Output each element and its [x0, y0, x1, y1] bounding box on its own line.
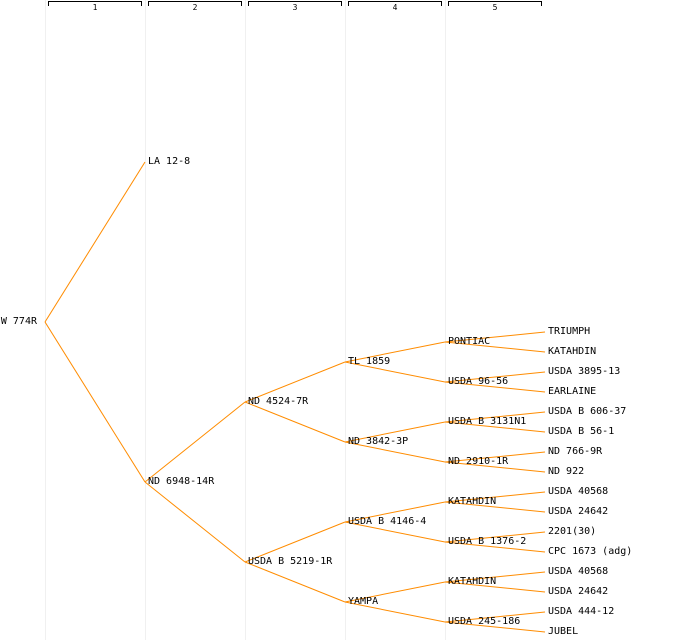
pedigree-edge: [444, 581, 546, 593]
generation-bracket: [248, 1, 342, 6]
generation-number: 3: [292, 3, 298, 12]
pedigree-node[interactable]: YAMPA: [348, 596, 379, 607]
pedigree-edge: [444, 531, 546, 543]
generation-line-2: [145, 0, 146, 640]
generation-number: 2: [192, 3, 198, 12]
pedigree-node[interactable]: ND 766-9R: [548, 446, 603, 457]
pedigree-node[interactable]: TRIUMPH: [548, 326, 591, 337]
pedigree-edge: [444, 491, 546, 503]
pedigree-node[interactable]: USDA 3895-13: [548, 366, 621, 377]
pedigree-node[interactable]: USDA B 1376-2: [448, 536, 527, 547]
pedigree-node[interactable]: USDA B 606-37: [548, 406, 627, 417]
pedigree-node[interactable]: EARLAINE: [548, 386, 597, 397]
generation-line-4: [345, 0, 346, 640]
generation-bracket: [48, 1, 142, 6]
pedigree-node[interactable]: KATAHDIN: [448, 496, 497, 507]
pedigree-node[interactable]: KATAHDIN: [448, 576, 497, 587]
pedigree-edge: [444, 501, 546, 513]
pedigree-edge: [144, 481, 246, 563]
pedigree-node[interactable]: USDA B 4146-4: [348, 516, 427, 527]
pedigree-node[interactable]: ND 922: [548, 466, 585, 477]
pedigree-root-node[interactable]: W 774R: [0, 316, 37, 327]
pedigree-node[interactable]: USDA 40568: [548, 566, 609, 577]
pedigree-edge: [444, 341, 546, 353]
pedigree-node[interactable]: LA 12-8: [148, 156, 191, 167]
pedigree-edge: [344, 361, 446, 383]
pedigree-edge: [344, 501, 446, 523]
pedigree-node[interactable]: ND 6948-14R: [148, 476, 215, 487]
pedigree-edge: [444, 381, 546, 393]
pedigree-edge: [44, 161, 146, 323]
generation-number: 4: [392, 3, 398, 12]
generation-header-1: 1: [48, 0, 142, 14]
pedigree-node[interactable]: PONTIAC: [448, 336, 491, 347]
pedigree-node[interactable]: TL 1859: [348, 356, 391, 367]
pedigree-edge: [444, 451, 546, 463]
pedigree-edge: [444, 611, 546, 623]
pedigree-edge: [444, 461, 546, 473]
pedigree-edge: [244, 561, 346, 603]
pedigree-node[interactable]: CPC 1673 (adg): [548, 546, 633, 557]
pedigree-node[interactable]: ND 2910-1R: [448, 456, 509, 467]
generation-line-1: [45, 0, 46, 640]
pedigree-edge: [344, 441, 446, 463]
pedigree-node[interactable]: JUBEL: [548, 626, 579, 637]
generation-header-2: 2: [148, 0, 242, 14]
generation-number: 1: [92, 3, 98, 12]
generation-line-3: [245, 0, 246, 640]
pedigree-node[interactable]: ND 4524-7R: [248, 396, 309, 407]
generation-number: 5: [492, 3, 498, 12]
pedigree-node[interactable]: USDA 24642: [548, 506, 609, 517]
pedigree-node[interactable]: USDA B 56-1: [548, 426, 615, 437]
pedigree-edge: [344, 521, 446, 543]
pedigree-edge: [344, 421, 446, 443]
pedigree-edge: [244, 521, 346, 563]
pedigree-edge: [444, 411, 546, 423]
pedigree-edge: [444, 371, 546, 383]
pedigree-edge: [344, 341, 446, 363]
generation-header-4: 4: [348, 0, 442, 14]
pedigree-node[interactable]: ND 3842-3P: [348, 436, 409, 447]
pedigree-edge: [244, 401, 346, 443]
generation-header-3: 3: [248, 0, 342, 14]
generation-bracket: [148, 1, 242, 6]
pedigree-edge: [444, 331, 546, 343]
pedigree-edge: [44, 321, 146, 483]
pedigree-node[interactable]: USDA 444-12: [548, 606, 615, 617]
pedigree-edge: [444, 571, 546, 583]
generation-bracket: [348, 1, 442, 6]
pedigree-node[interactable]: KATAHDIN: [548, 346, 597, 357]
generation-header-5: 5: [448, 0, 542, 14]
pedigree-edge: [444, 541, 546, 553]
pedigree-edge: [144, 401, 246, 483]
pedigree-node[interactable]: USDA 24642: [548, 586, 609, 597]
pedigree-node[interactable]: USDA B 3131N1: [448, 416, 527, 427]
pedigree-node[interactable]: USDA 245-186: [448, 616, 521, 627]
pedigree-edge: [344, 601, 446, 623]
pedigree-edge: [444, 621, 546, 633]
pedigree-node[interactable]: USDA B 5219-1R: [248, 556, 333, 567]
pedigree-edge: [344, 581, 446, 603]
pedigree-node[interactable]: USDA 40568: [548, 486, 609, 497]
generation-line-5: [445, 0, 446, 640]
pedigree-node[interactable]: USDA 96-56: [448, 376, 509, 387]
pedigree-node[interactable]: 2201(30): [548, 526, 597, 537]
pedigree-edge: [444, 421, 546, 433]
generation-bracket: [448, 1, 542, 6]
pedigree-edge: [244, 361, 346, 403]
